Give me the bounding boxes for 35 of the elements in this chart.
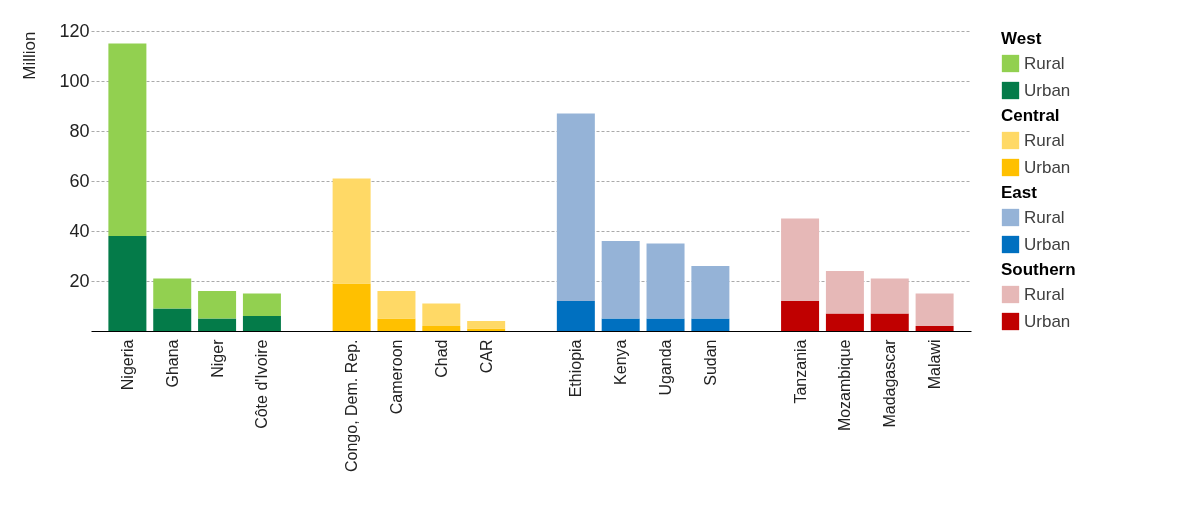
x-tick-label: Malawi: [926, 339, 944, 390]
y-tick-label: 20: [69, 270, 90, 291]
x-tick-label: Côte d'Ivoire: [253, 339, 271, 429]
text: Central: [1001, 106, 1060, 125]
y-tick-label: 80: [69, 120, 90, 141]
x-tick-label: Mozambique: [836, 339, 854, 432]
x-tick-label: Uganda: [657, 339, 675, 396]
text: East: [1001, 183, 1038, 202]
legend-label: Rural: [1024, 207, 1065, 227]
x-tick-label: Madagascar: [881, 338, 899, 428]
text: Southern: [1001, 260, 1076, 279]
x-tick-label: Niger: [208, 338, 226, 378]
x-tick-label: Kenya: [612, 339, 630, 385]
x-tick-label: Ghana: [163, 339, 181, 388]
legend-label: Urban: [1024, 80, 1071, 100]
legend-label: Rural: [1024, 53, 1065, 73]
y-tick-label: 120: [59, 20, 90, 41]
legend-label: Urban: [1024, 311, 1071, 331]
legend-label: Rural: [1024, 130, 1065, 150]
x-tick-label: Tanzania: [791, 339, 809, 404]
y-tick-label: 100: [59, 70, 90, 91]
y-axis-title: Million: [20, 31, 40, 80]
x-tick-label: Nigeria: [118, 339, 136, 391]
x-tick-label: Congo, Dem. Rep.: [343, 339, 361, 473]
text: West: [1001, 29, 1042, 48]
x-tick-label: Sudan: [701, 339, 719, 386]
x-tick-label: Chad: [432, 339, 450, 378]
x-tick-label: CAR: [477, 339, 495, 374]
legend-label: Urban: [1024, 157, 1071, 177]
x-tick-label: Ethiopia: [567, 339, 585, 398]
x-tick-label: Cameroon: [387, 339, 405, 415]
y-tick-label: 60: [69, 170, 90, 191]
y-tick-label: 40: [69, 220, 90, 241]
legend-label: Urban: [1024, 234, 1071, 254]
legend-label: Rural: [1024, 284, 1065, 304]
